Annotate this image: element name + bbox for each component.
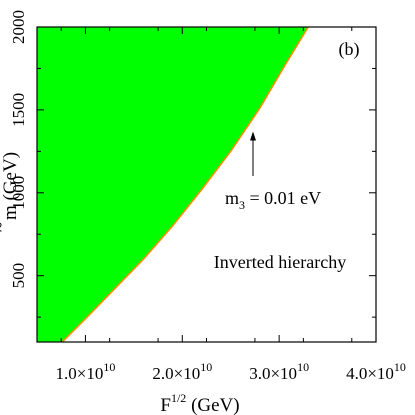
annotation-arrowhead	[249, 131, 256, 141]
annotation-region-label: Inverted hierarchy	[214, 252, 346, 272]
panel-label: (b)	[339, 39, 360, 60]
excluded-region-fill	[37, 27, 309, 342]
axes	[36, 26, 377, 343]
x-tick-label: 4.0×1010	[346, 360, 406, 383]
y-axis-title: m (GeV) ~	[0, 152, 21, 232]
y-axis-tilde: ~	[0, 222, 11, 232]
labels: 1.0×1010 2.0×1010 3.0×1010 4.0×1010 500 1000 1…	[0, 10, 406, 415]
plot-area	[37, 27, 309, 342]
y-tick-label: 1500	[9, 93, 28, 127]
x-tick-label: 1.0×1010	[56, 360, 116, 383]
y-tick-label: 500	[9, 263, 28, 289]
x-axis-title: F1/2 (GeV)	[160, 391, 239, 415]
boundary-line	[61, 27, 309, 342]
x-tick-label: 3.0×1010	[249, 360, 309, 383]
y-tick-label: 1000	[9, 176, 28, 210]
y-axis-title-text: m (GeV)	[0, 152, 21, 220]
y-tick-label: 2000	[9, 10, 28, 44]
annotation-m3: m3 = 0.01 eV	[225, 188, 321, 212]
x-tick-label: 2.0×1010	[152, 360, 212, 383]
